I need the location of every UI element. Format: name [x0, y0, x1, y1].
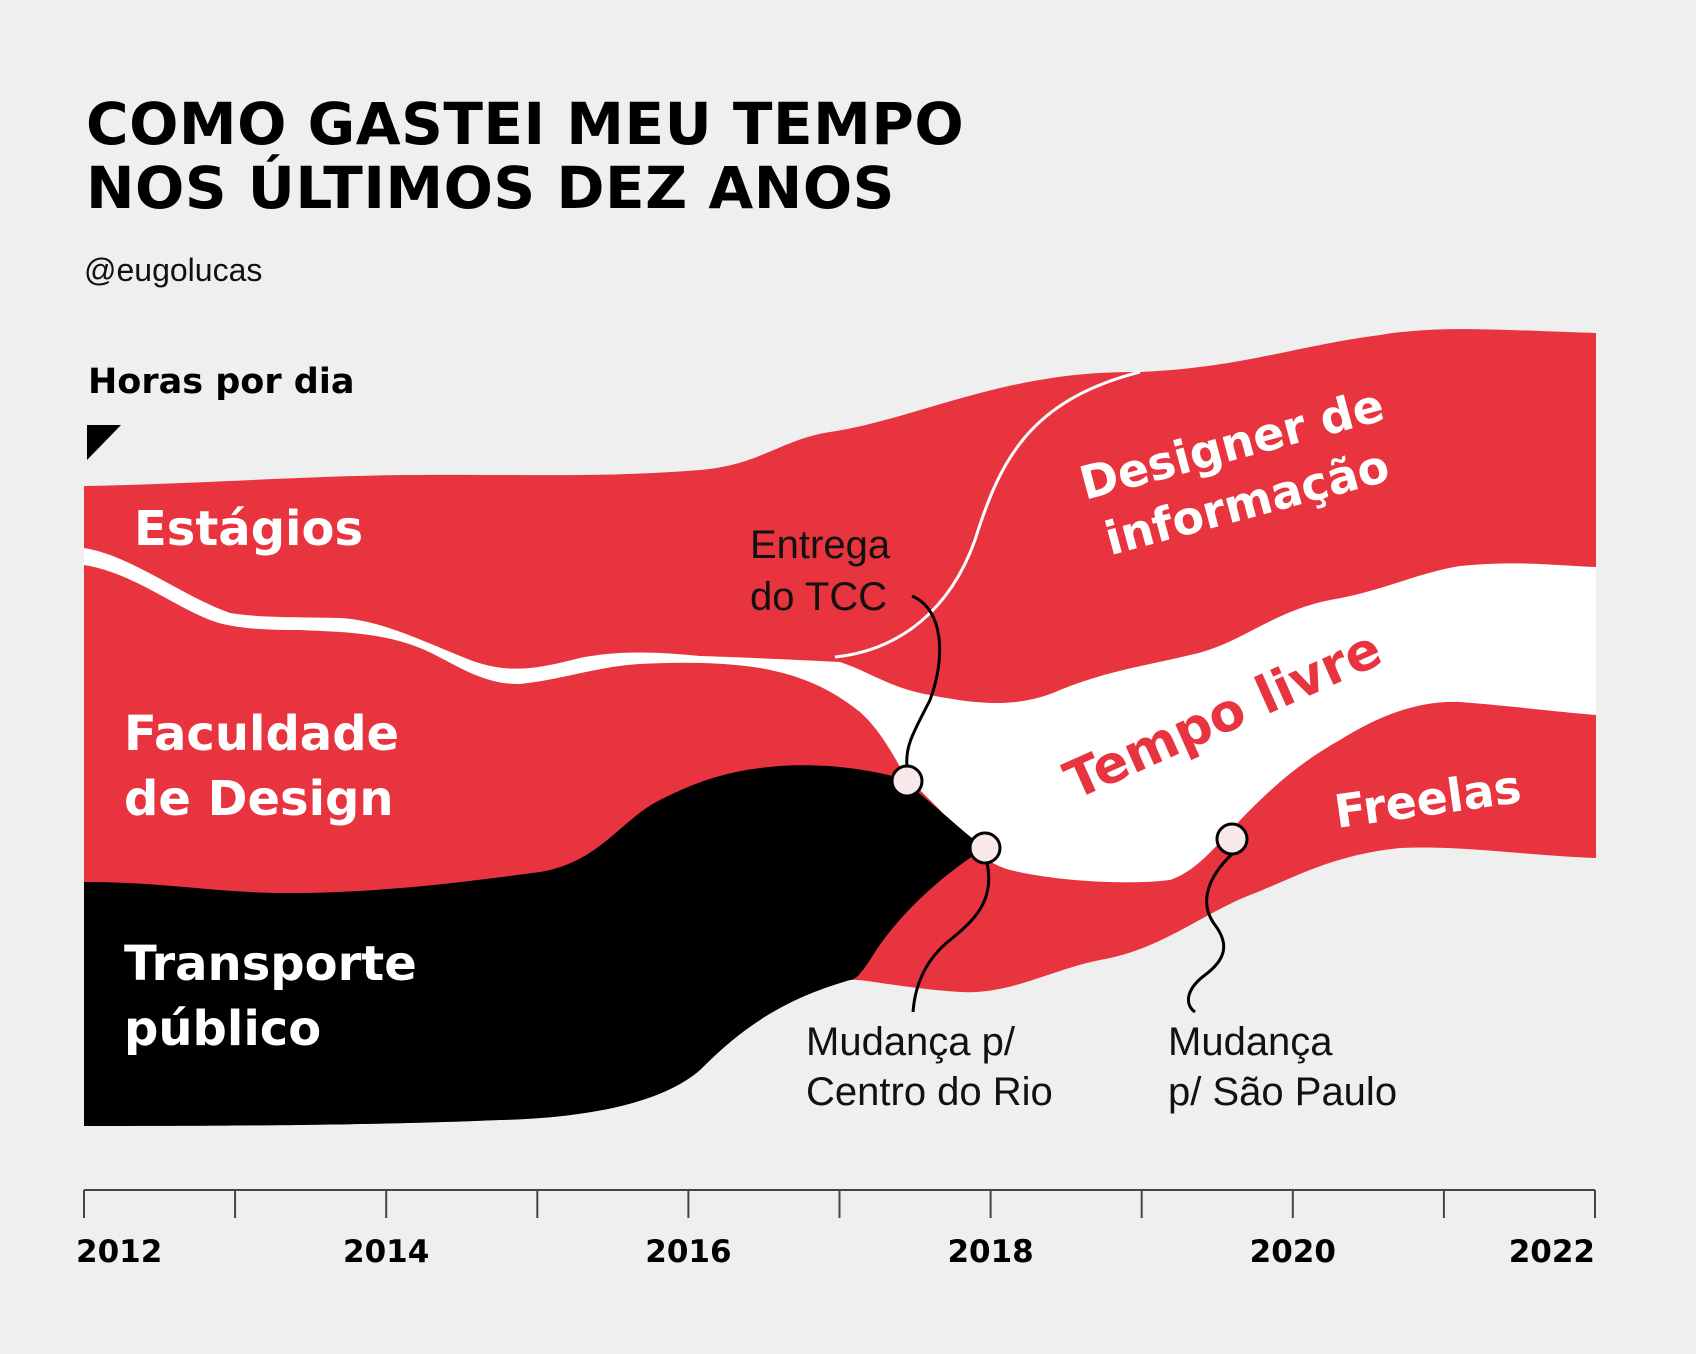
annotation-sp-line-2: p/ São Paulo — [1168, 1070, 1397, 1114]
marker-centro-rio[interactable] — [968, 831, 1002, 865]
label-faculdade-line-2: de Design — [124, 771, 394, 827]
x-tick-label: 2014 — [343, 1234, 429, 1270]
x-tick-label: 2022 — [1509, 1234, 1595, 1270]
series-tempo-livre — [84, 548, 1596, 883]
label-transporte-line-2: público — [124, 1001, 321, 1057]
label-estagios: Estágios — [134, 501, 363, 557]
x-axis: 2012 2014 2016 2018 2020 2022 — [76, 1189, 1596, 1270]
x-tick-label: 2016 — [645, 1234, 731, 1270]
annotation-rio-line-1: Mudança p/ — [806, 1020, 1016, 1064]
title-line-2: NOS ÚLTIMOS DEZ ANOS — [86, 154, 895, 222]
y-axis-marker-icon — [87, 425, 121, 460]
marker-tcc[interactable] — [890, 764, 924, 798]
x-tick-label: 2018 — [947, 1234, 1033, 1270]
series-transporte-publico — [84, 765, 985, 1126]
x-tick-label: 2012 — [76, 1234, 162, 1270]
marker-sao-paulo[interactable] — [1215, 822, 1249, 856]
annotation-tcc-line-2: do TCC — [750, 575, 887, 619]
y-axis-label: Horas por dia — [88, 362, 355, 402]
annotation-tcc-line-1: Entrega — [750, 523, 891, 567]
x-tick-label: 2020 — [1250, 1234, 1336, 1270]
leader-line-tcc — [905, 594, 942, 767]
annotation-rio-line-2: Centro do Rio — [806, 1070, 1053, 1114]
title-line-1: COMO GASTEI MEU TEMPO — [86, 90, 965, 158]
boundary-estagios-designer — [834, 370, 1141, 659]
leader-line-rio — [911, 862, 991, 1013]
annotation-sp-line-1: Mudança — [1168, 1020, 1333, 1064]
label-transporte-line-1: Transporte — [124, 936, 417, 992]
author-handle: @eugolucas — [84, 252, 263, 288]
chart-title: COMO GASTEI MEU TEMPO NOS ÚLTIMOS DEZ AN… — [86, 92, 964, 220]
leader-line-sp — [1186, 852, 1234, 1014]
label-faculdade-line-1: Faculdade — [124, 706, 399, 762]
